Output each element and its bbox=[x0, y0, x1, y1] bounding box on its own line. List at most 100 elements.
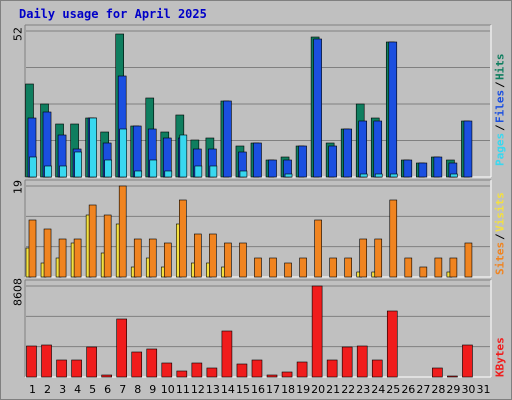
x-tick-label: 24 bbox=[371, 383, 385, 396]
x-tick-label: 11 bbox=[176, 383, 190, 396]
sites-bar bbox=[359, 238, 368, 278]
sites-bar bbox=[118, 185, 127, 278]
files-bar bbox=[418, 162, 428, 178]
kbytes-bar bbox=[356, 345, 368, 378]
files-bar bbox=[343, 128, 352, 178]
x-tick-label: 2 bbox=[44, 383, 51, 396]
sites-bar bbox=[194, 233, 202, 278]
pages-bar bbox=[239, 170, 248, 178]
files-bar bbox=[433, 156, 443, 178]
legend-separator: / bbox=[494, 81, 507, 88]
sites-bar bbox=[58, 238, 67, 278]
files-bar bbox=[358, 120, 368, 178]
kbytes-bar bbox=[341, 346, 353, 378]
x-tick-label: 14 bbox=[221, 383, 235, 396]
sites-bar bbox=[374, 238, 383, 278]
y-axis-max-label: 52 bbox=[12, 27, 25, 41]
legend-pages: Pages bbox=[494, 133, 507, 166]
kbytes-bar bbox=[86, 346, 97, 378]
kbytes-bar bbox=[41, 344, 52, 378]
sites-bar bbox=[28, 219, 37, 278]
pages-bar bbox=[359, 173, 368, 178]
legend-visits: Visits bbox=[494, 192, 507, 232]
pages-bar bbox=[104, 159, 112, 178]
pages-bar bbox=[134, 170, 143, 178]
x-tick-label: 20 bbox=[311, 383, 325, 396]
y-axis-max-label: 19 bbox=[12, 180, 25, 194]
kbytes-bar bbox=[386, 310, 398, 378]
sites-bar bbox=[163, 242, 172, 278]
x-tick-label: 26 bbox=[401, 383, 415, 396]
kbytes-bar bbox=[191, 362, 203, 378]
x-tick-label: 4 bbox=[74, 383, 81, 396]
sites-bar bbox=[434, 257, 443, 278]
sites-bar bbox=[43, 228, 52, 278]
sites-bar bbox=[449, 257, 458, 278]
kbytes-bar bbox=[447, 375, 458, 378]
sites-bar bbox=[419, 266, 428, 278]
x-tick-label: 31 bbox=[476, 383, 490, 396]
x-tick-label: 29 bbox=[446, 383, 460, 396]
sites-bar bbox=[209, 233, 217, 278]
chart-title: Daily usage for April 2025 bbox=[19, 7, 207, 21]
pages-bar bbox=[44, 165, 52, 178]
kbytes-bar bbox=[56, 359, 67, 378]
pages-bar bbox=[164, 170, 173, 178]
kbytes-bar bbox=[116, 318, 127, 378]
pages-bar bbox=[29, 156, 37, 178]
sites-bar bbox=[389, 199, 398, 278]
sites-bar bbox=[464, 242, 473, 278]
kbytes-bar bbox=[176, 370, 188, 378]
sites-bar bbox=[314, 219, 322, 278]
sites-bar bbox=[299, 257, 307, 278]
pages-bar bbox=[209, 165, 218, 178]
legend-separator: / bbox=[494, 233, 507, 240]
files-bar bbox=[268, 159, 277, 178]
x-tick-label: 22 bbox=[341, 383, 355, 396]
pages-bar bbox=[450, 173, 458, 178]
kbytes-bar bbox=[206, 367, 218, 378]
sites-bar bbox=[73, 238, 82, 278]
files-bar bbox=[253, 142, 262, 178]
pages-bar bbox=[149, 159, 158, 178]
kbytes-bar bbox=[432, 367, 443, 378]
legend-sites: Sites bbox=[494, 242, 507, 275]
x-tick-label: 12 bbox=[191, 383, 205, 396]
sites-bar bbox=[179, 199, 187, 278]
pages-bar bbox=[284, 173, 293, 178]
legend-separator: / bbox=[494, 124, 507, 131]
legend-files: Files bbox=[494, 90, 507, 123]
x-tick-label: 27 bbox=[416, 383, 430, 396]
files-bar bbox=[373, 120, 383, 178]
kbytes-bar bbox=[146, 348, 158, 378]
kbytes-bar bbox=[266, 374, 278, 378]
legend-kbytes: KBytes bbox=[494, 337, 507, 377]
sites-bar bbox=[404, 257, 413, 278]
kbytes-bar bbox=[311, 285, 323, 378]
x-tick-label: 19 bbox=[296, 383, 310, 396]
pages-bar bbox=[74, 151, 82, 178]
x-tick-label: 9 bbox=[149, 383, 156, 396]
sites-bar bbox=[88, 204, 97, 278]
x-tick-label: 21 bbox=[326, 383, 340, 396]
files-bar bbox=[223, 100, 232, 178]
sites-bar bbox=[344, 257, 352, 278]
kbytes-bar bbox=[221, 330, 233, 378]
x-tick-label: 25 bbox=[386, 383, 400, 396]
pages-bar bbox=[59, 165, 67, 178]
x-tick-label: 1 bbox=[29, 383, 36, 396]
files-bar bbox=[388, 41, 398, 178]
files-bar bbox=[132, 125, 142, 178]
files-bar bbox=[328, 145, 337, 178]
x-tick-label: 16 bbox=[251, 383, 265, 396]
kbytes-bar bbox=[71, 359, 82, 378]
kbytes-bar bbox=[161, 362, 173, 378]
kbytes-bar bbox=[326, 359, 338, 378]
x-tick-label: 13 bbox=[206, 383, 220, 396]
x-tick-label: 18 bbox=[281, 383, 295, 396]
sites-bar bbox=[133, 238, 142, 278]
sites-bar bbox=[148, 238, 157, 278]
sites-bar bbox=[103, 214, 112, 278]
pages-bar bbox=[194, 165, 203, 178]
